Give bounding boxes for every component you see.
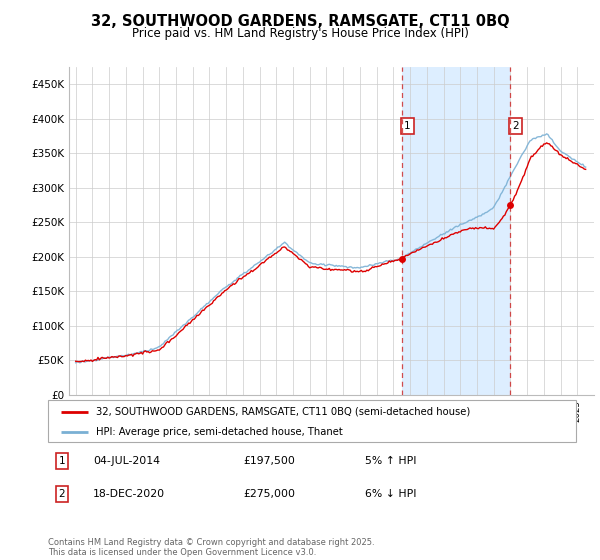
Text: Price paid vs. HM Land Registry's House Price Index (HPI): Price paid vs. HM Land Registry's House … [131, 27, 469, 40]
Text: Contains HM Land Registry data © Crown copyright and database right 2025.
This d: Contains HM Land Registry data © Crown c… [48, 538, 374, 557]
Text: 5% ↑ HPI: 5% ↑ HPI [365, 456, 416, 466]
Text: 32, SOUTHWOOD GARDENS, RAMSGATE, CT11 0BQ (semi-detached house): 32, SOUTHWOOD GARDENS, RAMSGATE, CT11 0B… [95, 407, 470, 417]
Text: 32, SOUTHWOOD GARDENS, RAMSGATE, CT11 0BQ: 32, SOUTHWOOD GARDENS, RAMSGATE, CT11 0B… [91, 14, 509, 29]
Text: £275,000: £275,000 [244, 489, 295, 499]
Text: 2: 2 [59, 489, 65, 499]
FancyBboxPatch shape [48, 400, 576, 442]
Bar [402, 67, 510, 395]
Text: £197,500: £197,500 [244, 456, 295, 466]
Text: 2: 2 [512, 121, 519, 131]
Text: 04-JUL-2014: 04-JUL-2014 [93, 456, 160, 466]
Text: 6% ↓ HPI: 6% ↓ HPI [365, 489, 416, 499]
Text: HPI: Average price, semi-detached house, Thanet: HPI: Average price, semi-detached house,… [95, 427, 342, 437]
Text: 1: 1 [404, 121, 411, 131]
Text: 18-DEC-2020: 18-DEC-2020 [93, 489, 165, 499]
Text: 1: 1 [59, 456, 65, 466]
